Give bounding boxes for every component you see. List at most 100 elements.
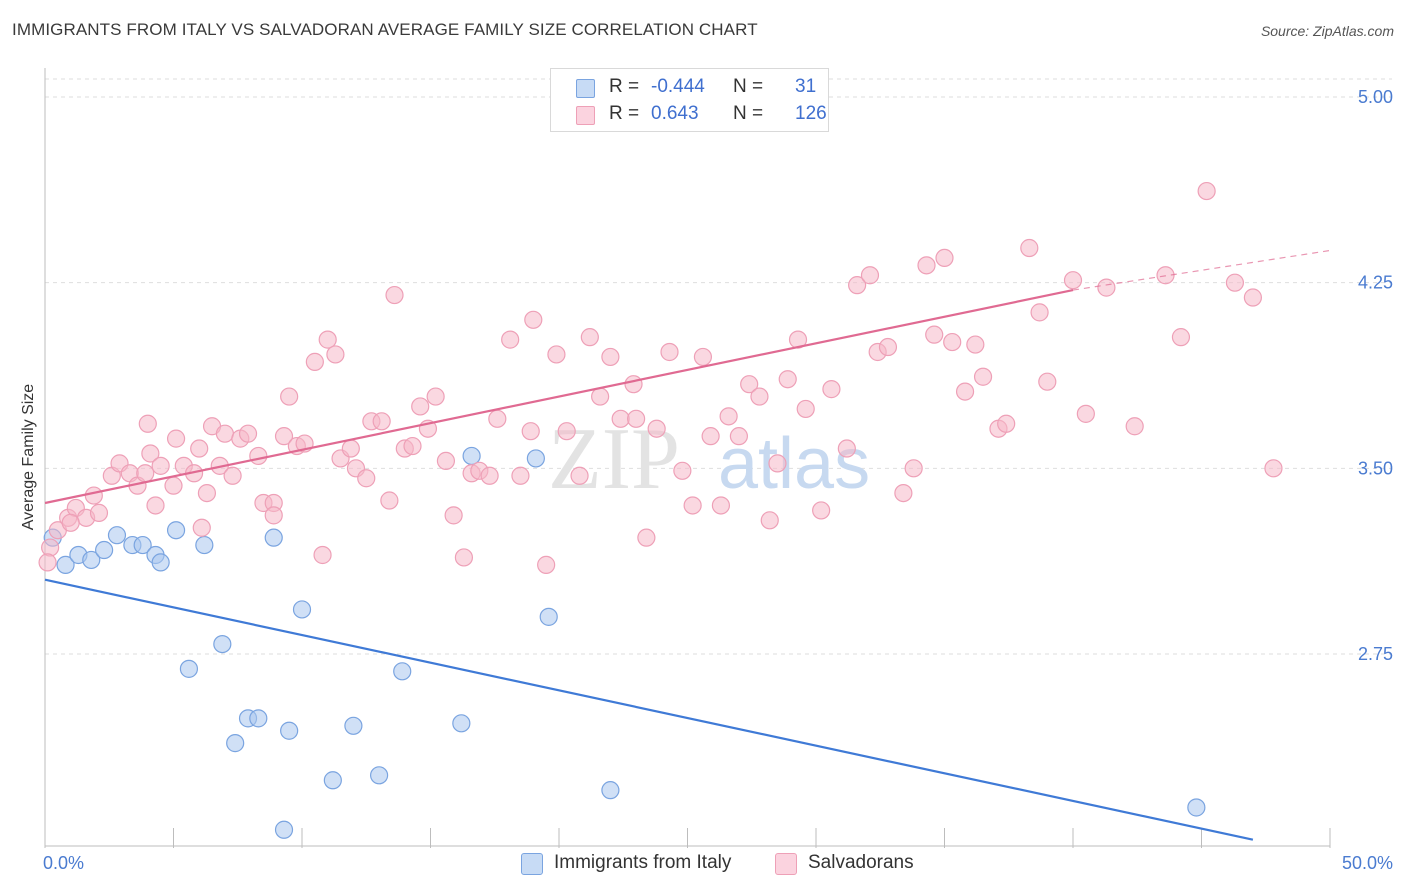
point-salvadorans <box>537 555 556 574</box>
point-salvadorans <box>611 409 630 428</box>
point-salvadorans <box>580 328 599 347</box>
point-salvadorans <box>38 553 57 572</box>
point-salvadorans <box>372 412 391 431</box>
point-salvadorans <box>1125 417 1144 436</box>
point-salvadorans <box>249 446 268 466</box>
point-italy <box>539 607 558 626</box>
point-salvadorans <box>1171 328 1191 347</box>
point-salvadorans <box>719 407 738 426</box>
point-salvadorans <box>935 248 954 268</box>
point-salvadorans <box>501 330 520 349</box>
y-axis-label: Average Family Size <box>20 384 37 531</box>
trend-lines <box>44 249 1331 841</box>
point-salvadorans <box>313 545 332 565</box>
point-salvadorans <box>624 375 643 394</box>
point-salvadorans <box>89 503 109 522</box>
point-salvadorans <box>1264 459 1283 478</box>
source-label: Source: ZipAtlas.com <box>1260 23 1394 39</box>
legend-r-label: R = <box>609 76 640 97</box>
trend-line-salvadorans <box>44 289 1074 505</box>
point-salvadorans <box>326 345 345 364</box>
point-salvadorans <box>1030 303 1049 322</box>
series-swatch-salvadorans <box>775 853 797 875</box>
point-salvadorans <box>223 466 242 485</box>
point-salvadorans <box>190 439 209 458</box>
point-salvadorans <box>626 409 646 428</box>
point-italy <box>370 766 389 785</box>
point-salvadorans <box>796 399 815 419</box>
correlation-legend: R = -0.444 N = 31 R = 0.643 N = 126 <box>550 68 829 132</box>
point-salvadorans <box>701 427 720 446</box>
point-salvadorans <box>341 439 360 458</box>
point-italy <box>601 781 620 800</box>
point-salvadorans <box>660 342 679 362</box>
point-salvadorans <box>305 352 324 371</box>
point-salvadorans <box>192 518 211 537</box>
point-salvadorans <box>943 332 962 352</box>
point-salvadorans <box>385 285 404 305</box>
point-salvadorans <box>557 422 576 441</box>
legend-swatch-italy <box>576 79 595 98</box>
point-salvadorans <box>138 414 157 433</box>
point-salvadorans <box>380 491 399 510</box>
point-italy <box>526 449 545 468</box>
point-italy <box>213 634 232 654</box>
point-italy <box>56 555 75 574</box>
legend-r-value: -0.444 <box>651 76 705 97</box>
point-italy <box>1187 798 1206 817</box>
point-salvadorans <box>136 464 155 483</box>
legend-n-value: 126 <box>795 103 827 124</box>
point-salvadorans <box>1197 181 1216 201</box>
chart-title: IMMIGRANTS FROM ITALY VS SALVADORAN AVER… <box>12 20 758 39</box>
tick-labels: 2.75 3.50 4.25 5.00 0.0% 50.0% <box>43 87 1393 873</box>
point-italy <box>393 662 412 681</box>
point-salvadorans <box>966 335 985 354</box>
point-salvadorans <box>521 422 540 441</box>
point-salvadorans <box>1020 238 1039 258</box>
point-salvadorans <box>61 513 80 532</box>
point-salvadorans <box>1063 271 1083 290</box>
gridlines <box>45 78 1392 655</box>
point-salvadorans <box>878 337 898 357</box>
point-italy <box>166 521 186 540</box>
point-salvadorans <box>917 256 936 275</box>
point-salvadorans <box>215 424 234 443</box>
x-tick-label: 0.0% <box>43 853 84 873</box>
point-salvadorans <box>436 451 456 471</box>
point-italy <box>274 820 294 839</box>
point-italy <box>264 528 283 547</box>
x-tick-label: 50.0% <box>1342 853 1393 873</box>
point-salvadorans <box>997 414 1016 433</box>
y-tick-label: 4.25 <box>1358 273 1393 293</box>
point-salvadorans <box>1225 273 1245 292</box>
point-italy <box>249 709 268 728</box>
point-salvadorans <box>280 387 299 406</box>
point-salvadorans <box>848 276 867 295</box>
point-italy <box>452 714 471 733</box>
point-salvadorans <box>837 439 856 458</box>
y-tick-label: 5.00 <box>1358 87 1393 107</box>
point-salvadorans <box>164 476 183 495</box>
point-italy <box>195 535 214 555</box>
point-salvadorans <box>894 483 913 503</box>
point-italy <box>323 771 342 790</box>
point-italy <box>179 659 199 678</box>
point-italy <box>107 526 127 545</box>
point-italy <box>226 734 245 753</box>
point-italy <box>82 550 101 570</box>
point-salvadorans <box>647 419 666 438</box>
point-salvadorans <box>601 347 620 367</box>
legend-n-value: 31 <box>795 76 817 97</box>
point-salvadorans <box>925 325 944 344</box>
axes <box>44 68 1331 848</box>
point-salvadorans <box>768 454 787 473</box>
legend-n-label: N = <box>733 76 764 97</box>
point-salvadorans <box>264 506 283 525</box>
point-salvadorans <box>274 427 294 446</box>
series-swatch-italy <box>521 853 543 875</box>
watermark: ZIP atlas <box>548 411 870 508</box>
point-salvadorans <box>591 387 610 406</box>
point-salvadorans <box>812 501 831 520</box>
point-salvadorans <box>860 266 880 285</box>
